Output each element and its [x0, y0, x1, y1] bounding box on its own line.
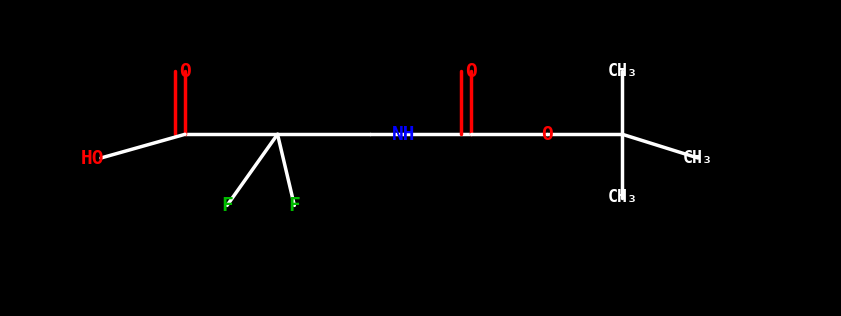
- Text: O: O: [465, 62, 477, 81]
- Text: CH₃: CH₃: [607, 62, 637, 80]
- Text: F: F: [288, 196, 300, 215]
- Text: HO: HO: [81, 149, 104, 167]
- Text: CH₃: CH₃: [683, 149, 713, 167]
- Text: O: O: [541, 125, 553, 144]
- Text: CH₃: CH₃: [607, 189, 637, 206]
- Text: NH: NH: [392, 125, 415, 144]
- Text: O: O: [179, 62, 191, 81]
- Text: F: F: [221, 196, 233, 215]
